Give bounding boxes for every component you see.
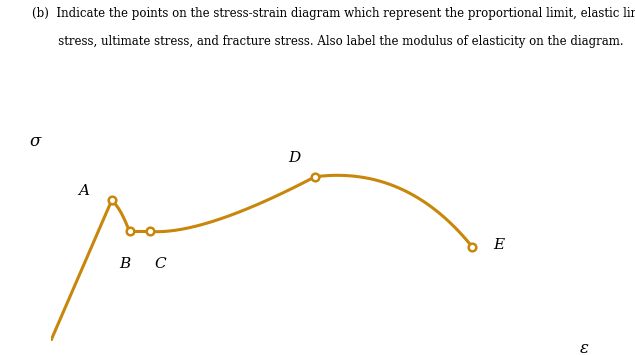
Text: (b)  Indicate the points on the stress-strain diagram which represent the propor: (b) Indicate the points on the stress-st… xyxy=(32,7,635,20)
Text: E: E xyxy=(493,238,504,252)
Text: D: D xyxy=(288,151,301,165)
Text: C: C xyxy=(154,257,166,271)
Text: B: B xyxy=(119,257,130,271)
Text: σ: σ xyxy=(30,133,41,150)
Text: stress, ultimate stress, and fracture stress. Also label the modulus of elastici: stress, ultimate stress, and fracture st… xyxy=(32,36,624,49)
Text: ε: ε xyxy=(580,340,589,355)
Text: A: A xyxy=(78,184,90,198)
